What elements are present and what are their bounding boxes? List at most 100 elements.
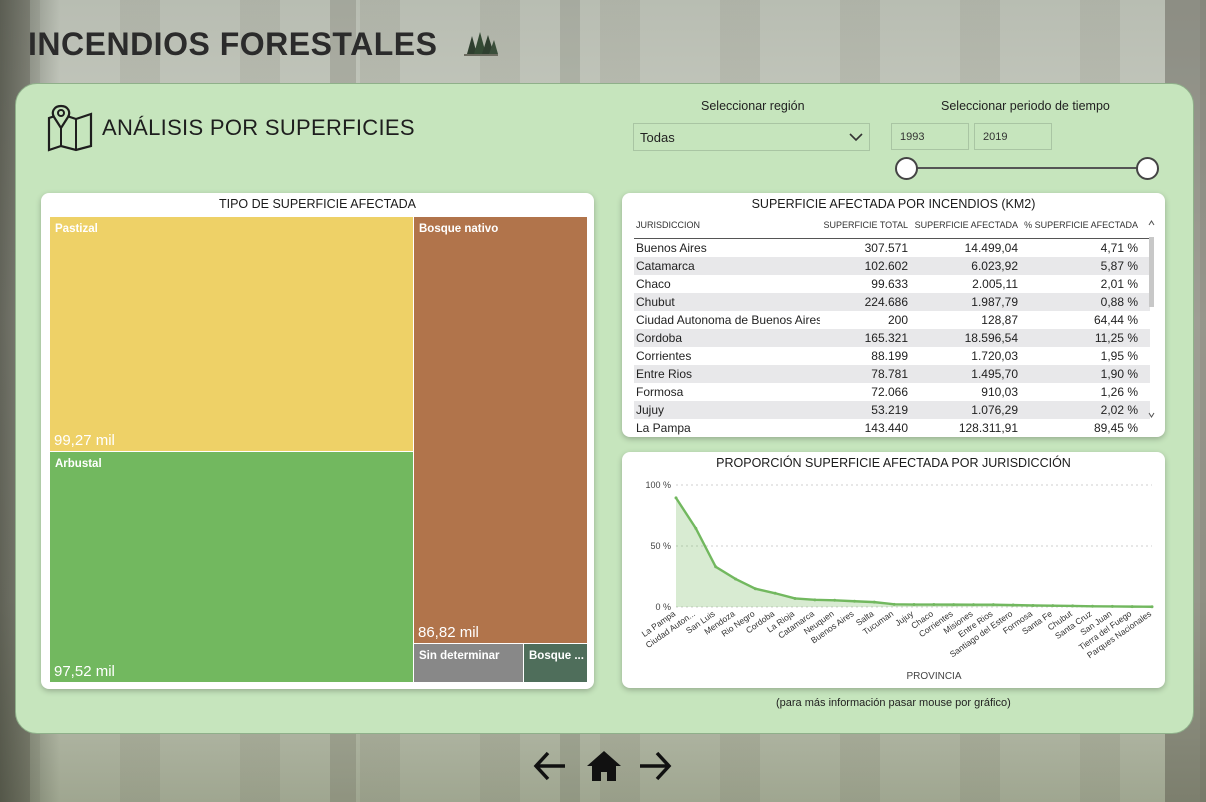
period-slider-end-handle[interactable]	[1136, 157, 1159, 180]
table-row[interactable]: Chaco 99.633 2.005,11 2,01 %	[634, 275, 1150, 293]
data-point	[674, 496, 678, 500]
table-cell: Chubut	[636, 295, 675, 309]
treemap-tile-bosque-nativo[interactable]: Bosque nativo 86,82 mil	[414, 217, 587, 643]
table-title: SUPERFICIE AFECTADA POR INCENDIOS (KM2)	[751, 197, 1036, 211]
table-cell: 72.066	[871, 385, 908, 399]
table-cell: Jujuy	[636, 403, 665, 417]
treemap-tile-sin-determinar[interactable]: Sin determinar	[414, 644, 523, 682]
x-axis-label: PROVINCIA	[906, 671, 961, 682]
table-cell: Ciudad Autonoma de Buenos Aires	[636, 313, 820, 327]
table-cell: 1.495,70	[971, 367, 1018, 381]
table-cell: Corrientes	[636, 349, 692, 363]
treemap-card: TIPO DE SUPERFICIE AFECTADA Pastizal 99,…	[41, 193, 594, 689]
period-end-input[interactable]: 2019	[974, 123, 1052, 150]
table-cell: 102.602	[864, 259, 908, 273]
data-point	[773, 591, 777, 595]
table-cell: 11,25 %	[1094, 331, 1138, 345]
data-point	[1051, 604, 1055, 608]
table-cell: 1,95 %	[1100, 349, 1138, 363]
table-cell: 128,87	[981, 313, 1018, 327]
table-cell: 4,71 %	[1100, 241, 1138, 255]
period-filter-label: Seleccionar periodo de tiempo	[941, 99, 1110, 113]
table-row[interactable]: Entre Rios 78.781 1.495,70 1,90 %	[634, 365, 1150, 383]
data-point	[813, 598, 817, 602]
table-cell: Entre Rios	[636, 367, 693, 381]
dashboard-panel: ANÁLISIS POR SUPERFICIES Seleccionar reg…	[15, 83, 1194, 734]
table-cell: 224.686	[864, 295, 908, 309]
table-cell: Cordoba	[636, 331, 683, 345]
table-row[interactable]: Buenos Aires 307.571 14.499,04 4,71 %	[634, 239, 1150, 257]
y-tick-label: 50 %	[650, 541, 671, 551]
map-pin-icon	[47, 104, 93, 152]
arrow-right-icon[interactable]	[636, 748, 674, 784]
period-slider-start-handle[interactable]	[895, 157, 918, 180]
jurisdiction-table: JURISDICCION SUPERFICIE TOTAL SUPERFICIE…	[634, 215, 1150, 437]
table-cell: 18.596,54	[964, 331, 1018, 345]
table-cell: 200	[887, 313, 908, 327]
table-cell: 14.499,04	[964, 241, 1018, 255]
table-body: Buenos Aires 307.571 14.499,04 4,71 % Catama…	[634, 239, 1150, 437]
home-icon[interactable]	[585, 748, 623, 784]
table-cell: 88.199	[871, 349, 908, 363]
data-point	[991, 603, 995, 607]
treemap-tile-pastizal[interactable]: Pastizal 99,27 mil	[50, 217, 413, 451]
table-row[interactable]: La Pampa 143.440 128.311,91 89,45 %	[634, 419, 1150, 437]
table-row[interactable]: Jujuy 53.219 1.076,29 2,02 %	[634, 401, 1150, 419]
data-point	[793, 596, 797, 600]
data-point	[1011, 603, 1015, 607]
arrow-left-icon[interactable]	[531, 748, 569, 784]
data-point	[932, 603, 936, 607]
data-point	[1031, 603, 1035, 607]
column-header-porcentaje[interactable]: % SUPERFICIE AFECTADA	[1024, 220, 1138, 230]
region-dropdown[interactable]: Todas	[633, 123, 870, 151]
column-header-jurisdiccion[interactable]: JURISDICCION	[636, 220, 701, 230]
proportion-chart-card: PROPORCIÓN SUPERFICIE AFECTADA POR JURIS…	[622, 452, 1165, 688]
table-row[interactable]: Corrientes 88.199 1.720,03 1,95 %	[634, 347, 1150, 365]
table-cell: 128.311,91	[958, 421, 1018, 435]
table-cell: 0,88 %	[1100, 295, 1138, 309]
data-point	[1110, 604, 1114, 608]
table-cell: 2.005,11	[972, 277, 1018, 291]
table-cell: 6.023,92	[971, 259, 1018, 273]
table-cell: 910,03	[981, 385, 1018, 399]
table-row[interactable]: Formosa 72.066 910,03 1,26 %	[634, 383, 1150, 401]
region-dropdown-value: Todas	[640, 130, 675, 145]
treemap-tile-label: Pastizal	[55, 223, 98, 235]
data-point	[753, 587, 757, 591]
data-point	[1091, 604, 1094, 608]
treemap-tile-value: 97,52 mil	[54, 663, 115, 680]
treemap-tile-bosque-otro[interactable]: Bosque ...	[524, 644, 587, 682]
table-row[interactable]: Ciudad Autonoma de Buenos Aires 200 128,87…	[634, 311, 1150, 329]
chart-title: PROPORCIÓN SUPERFICIE AFECTADA POR JURIS…	[716, 456, 1071, 470]
treemap-tile-label: Bosque ...	[529, 650, 584, 662]
column-header-superficie-total[interactable]: SUPERFICIE TOTAL	[823, 220, 908, 230]
table-cell: 1.987,79	[971, 295, 1018, 309]
area-fill	[676, 497, 1152, 607]
treemap-title: TIPO DE SUPERFICIE AFECTADA	[218, 197, 417, 211]
table-cell: 89,45 %	[1093, 421, 1138, 435]
table-cell: 143.440	[864, 421, 908, 435]
app-title: INCENDIOS FORESTALES	[28, 26, 438, 62]
data-point	[833, 598, 837, 602]
y-tick-label: 0 %	[655, 602, 671, 612]
table-row[interactable]: Cordoba 165.321 18.596,54 11,25 %	[634, 329, 1150, 347]
section-title: ANÁLISIS POR SUPERFICIES	[102, 115, 415, 140]
table-cell: 78.781	[871, 367, 908, 381]
table-header: JURISDICCION SUPERFICIE TOTAL SUPERFICIE…	[634, 215, 1150, 239]
table-scrollbar[interactable]	[1148, 219, 1155, 429]
period-slider-track[interactable]	[906, 167, 1148, 169]
table-cell: 2,01 %	[1100, 277, 1138, 291]
period-start-input[interactable]: 1993	[891, 123, 969, 150]
column-header-superficie-afectada[interactable]: SUPERFICIE AFECTADA	[914, 220, 1018, 230]
table-cell: La Pampa	[636, 421, 691, 435]
table-row[interactable]: Chubut 224.686 1.987,79 0,88 %	[634, 293, 1150, 311]
treemap-tile-arbustal[interactable]: Arbustal 97,52 mil	[50, 452, 413, 682]
table-cell: 5,87 %	[1100, 259, 1138, 273]
table-row[interactable]: Catamarca 102.602 6.023,92 5,87 %	[634, 257, 1150, 275]
data-point	[912, 603, 916, 607]
treemap-tile-label: Arbustal	[55, 458, 102, 470]
table-cell: Catamarca	[636, 259, 695, 273]
table-cell: Buenos Aires	[636, 241, 707, 255]
data-point	[694, 526, 698, 530]
